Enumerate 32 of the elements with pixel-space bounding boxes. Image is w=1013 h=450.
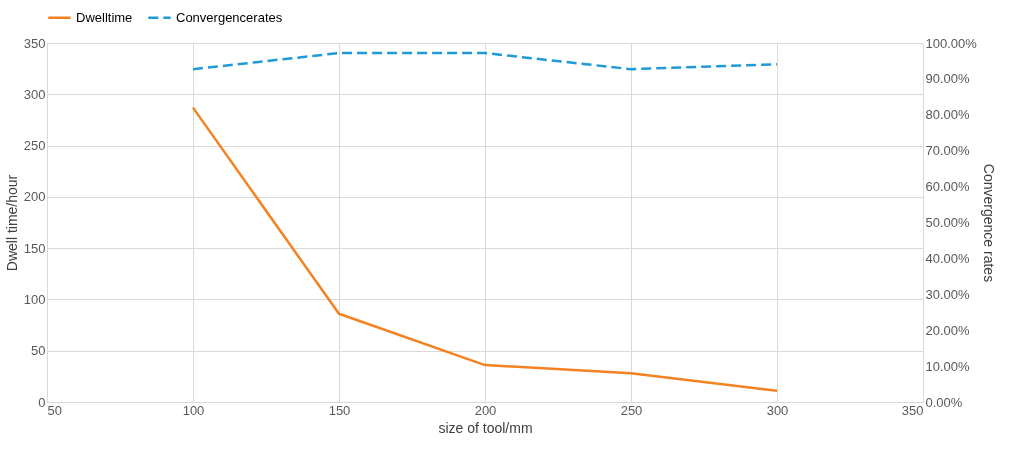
y-tick-label: 300 — [23, 86, 46, 102]
y-axis-title: Dwell time/hour — [3, 174, 20, 272]
x-tick-label: 300 — [766, 402, 789, 418]
y2-tick-label: 10.00% — [925, 358, 971, 374]
y2-tick-label: 80.00% — [925, 107, 971, 123]
y2-tick-label: 60.00% — [925, 179, 971, 195]
y2-tick-label: 40.00% — [925, 250, 971, 266]
y-tick-label: 350 — [23, 35, 46, 51]
x-tick-label: 250 — [620, 402, 643, 418]
x-axis-title: size of tool/mm — [438, 419, 533, 436]
y2-tick-label: 50.00% — [925, 215, 971, 230]
y2-tick-label: 90.00% — [925, 71, 971, 87]
y2-tick-label: 20.00% — [925, 322, 971, 338]
y2-axis-title: Convergence rates — [980, 163, 997, 283]
y-tick-label: 50 — [31, 343, 46, 359]
y-tick-label: 100 — [23, 291, 46, 307]
x-tick-label: 200 — [474, 402, 497, 418]
x-tick-label: 350 — [901, 402, 924, 418]
legend-label: Dwelltime — [76, 9, 133, 25]
legend-label: Convergencerates — [176, 9, 283, 25]
y2-tick-label: 30.00% — [925, 286, 971, 302]
y-tick-label: 0 — [38, 394, 46, 410]
y-tick-label: 200 — [23, 189, 46, 205]
line-series — [191, 106, 779, 392]
y2-tick-label: 0.00% — [925, 394, 963, 410]
x-tick-label: 50 — [47, 402, 62, 418]
y-tick-label: 150 — [23, 240, 46, 256]
y2-tick-label: 100.00% — [925, 35, 978, 51]
x-tick-label: 150 — [328, 402, 351, 418]
x-tick-label: 100 — [182, 402, 205, 418]
y2-tick-label: 70.00% — [925, 143, 971, 159]
y-tick-label: 250 — [23, 138, 46, 154]
